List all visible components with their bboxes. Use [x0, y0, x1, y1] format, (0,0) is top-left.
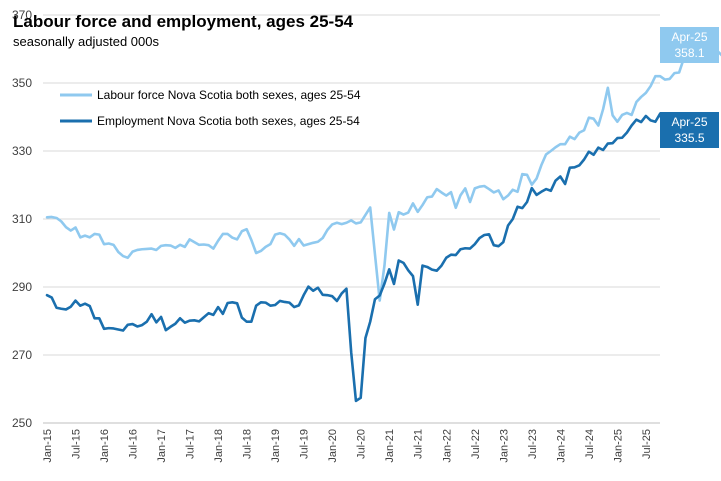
- x-tick-label: Jan-18: [213, 429, 225, 463]
- x-tick-label: Jan-23: [498, 429, 510, 463]
- x-tick-label: Jul-15: [71, 429, 83, 459]
- x-tick-label: Jul-18: [242, 429, 254, 459]
- x-tick-label: Jan-24: [555, 429, 567, 463]
- legend-label-employment: Employment Nova Scotia both sexes, ages …: [97, 114, 360, 128]
- series-line-labour-force: [45, 49, 721, 302]
- chart-title: Labour force and employment, ages 25-54: [13, 12, 354, 31]
- gridlines: [43, 14, 660, 356]
- x-tick-label: Jan-22: [441, 429, 453, 463]
- series-lines: [45, 49, 721, 403]
- x-tick-label: Jul-17: [185, 429, 197, 459]
- x-tick-label: Jul-20: [356, 429, 368, 459]
- x-tick-label: Jan-20: [327, 429, 339, 463]
- x-tick-label: Jul-25: [641, 429, 653, 459]
- x-axis-ticks: Jan-15 Jul-15 Jan-16 Jul-16 Jan-17 Jul-17 Jan-…: [42, 429, 653, 463]
- x-tick-label: Jul-24: [584, 429, 596, 459]
- y-tick-label: 270: [12, 348, 32, 362]
- x-tick-label: Jan-15: [42, 429, 54, 463]
- x-tick-label: Jan-16: [99, 429, 111, 463]
- x-tick-label: Jan-25: [612, 429, 624, 463]
- legend: Labour force Nova Scotia both sexes, age…: [60, 88, 361, 128]
- x-tick-label: Jul-22: [470, 429, 482, 459]
- callout-box-employment: [660, 112, 719, 148]
- y-tick-label: 290: [12, 280, 32, 294]
- series-line-employment: [45, 112, 667, 403]
- x-tick-label: Jul-16: [128, 429, 140, 459]
- y-tick-label: 310: [12, 212, 32, 226]
- callout-box-labour-force: [660, 27, 719, 63]
- legend-label-labour-force: Labour force Nova Scotia both sexes, age…: [97, 88, 361, 102]
- x-tick-label: Jul-21: [413, 429, 425, 459]
- chart-subtitle: seasonally adjusted 000s: [13, 34, 159, 49]
- x-tick-label: Jan-21: [384, 429, 396, 463]
- callout-value-labour-force: 358.1: [674, 46, 704, 60]
- x-tick-label: Jul-19: [299, 429, 311, 459]
- y-axis-ticks: 250 270 290 310 330 350 370: [12, 8, 32, 430]
- y-tick-label: 250: [12, 416, 32, 430]
- callout-value-employment: 335.5: [674, 131, 704, 145]
- y-tick-label: 330: [12, 144, 32, 158]
- x-tick-label: Jan-19: [270, 429, 282, 463]
- callout-date-labour-force: Apr-25: [671, 30, 707, 44]
- callout-employment: Apr-25 335.5: [660, 112, 719, 148]
- x-tick-label: Jul-23: [527, 429, 539, 459]
- y-tick-label: 350: [12, 76, 32, 90]
- callout-date-employment: Apr-25: [671, 115, 707, 129]
- y-tick-label: 370: [12, 8, 32, 22]
- x-tick-label: Jan-17: [156, 429, 168, 463]
- callout-labour-force: Apr-25 358.1: [660, 27, 719, 63]
